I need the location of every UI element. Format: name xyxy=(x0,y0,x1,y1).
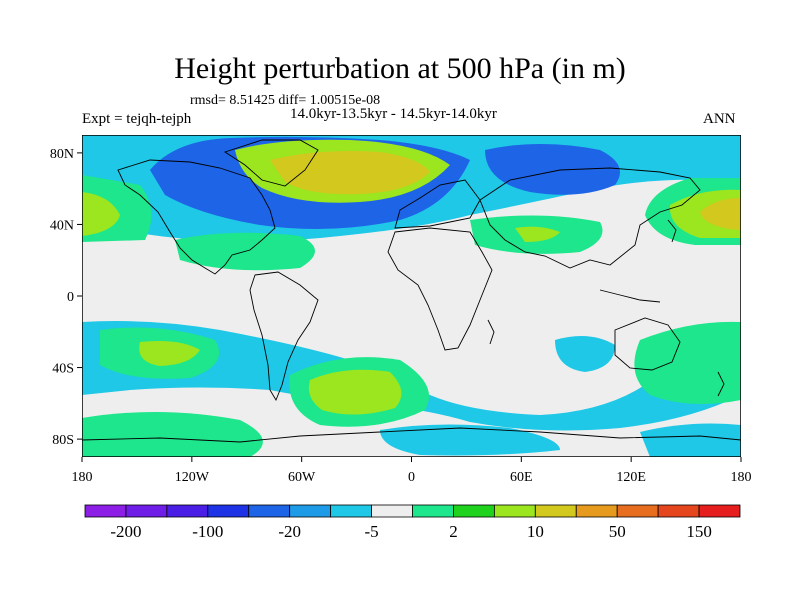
contour-south-indian-blue xyxy=(555,336,615,372)
colorbar-label: 50 xyxy=(609,522,626,541)
colorbar-label: -200 xyxy=(110,522,141,541)
contour-antarctic-blue xyxy=(380,424,560,456)
stats-label: rmsd= 8.51425 diff= 1.00515e-08 xyxy=(190,93,381,108)
coast-south-america xyxy=(249,271,319,402)
contour-midlat-eurasia-core xyxy=(515,226,560,242)
colorbar-box xyxy=(493,504,536,518)
colorbar-box xyxy=(698,504,741,518)
contour-south-pacific-core xyxy=(139,341,200,366)
lon-tick-label: 120W xyxy=(175,470,210,485)
colorbar-box xyxy=(125,504,168,518)
colorbar-label: -20 xyxy=(278,522,301,541)
lat-tick-label: 40N xyxy=(50,218,74,233)
chart-title: Height perturbation at 500 hPa (in m) xyxy=(174,52,626,85)
colorbar-box xyxy=(371,504,413,518)
lon-tick-label: 0 xyxy=(408,470,415,485)
lat-tick-label: 80N xyxy=(50,147,74,162)
lat-tick-label: 0 xyxy=(67,290,74,305)
contour-antarctic-positive xyxy=(82,411,263,457)
season-label: ANN xyxy=(703,111,736,127)
colorbar-box xyxy=(248,504,291,518)
lon-tick-label: 60W xyxy=(288,470,316,485)
coast-indonesia xyxy=(599,289,661,303)
coast-antarctica xyxy=(82,427,741,443)
colorbar-box xyxy=(207,504,250,518)
colorbar-label: 10 xyxy=(527,522,544,541)
colorbar-box xyxy=(453,504,495,518)
colorbar-box xyxy=(330,504,372,518)
map-panel xyxy=(82,135,741,457)
coast-japan xyxy=(667,219,677,243)
colorbar-box xyxy=(84,504,127,518)
lon-tick-label: 180 xyxy=(72,470,93,485)
longitude-axis: 180 120W 60W 0 60E 120E 180 xyxy=(72,457,752,485)
colorbar-label: -100 xyxy=(192,522,223,541)
colorbar-label: 2 xyxy=(449,522,458,541)
colorbar: -200 -100 -20 -5 2 10 50 150 xyxy=(84,504,741,541)
colorbar-box xyxy=(412,504,454,518)
lon-tick-label: 120E xyxy=(616,470,646,485)
coast-greenland xyxy=(223,139,319,187)
colorbar-box xyxy=(166,504,209,518)
colorbar-box xyxy=(534,504,577,518)
coast-africa xyxy=(387,227,493,351)
coast-asia xyxy=(479,167,701,269)
coast-australia xyxy=(614,317,681,371)
colorbar-label: -5 xyxy=(364,522,378,541)
coast-madagascar xyxy=(487,319,495,345)
colorbar-box xyxy=(657,504,700,518)
coast-north-america xyxy=(117,159,276,275)
experiment-label: Expt = tejqh-tejph xyxy=(82,111,192,127)
coast-new-zealand xyxy=(717,371,725,397)
period-label: 14.0kyr-13.5kyr - 14.5kyr-14.0kyr xyxy=(290,106,497,122)
contour-antarctic-east xyxy=(640,423,741,457)
contour-siberia-negative xyxy=(485,144,620,195)
colorbar-label: 150 xyxy=(686,522,712,541)
lon-tick-label: 60E xyxy=(510,470,533,485)
coast-europe xyxy=(394,179,481,229)
coastlines xyxy=(82,139,741,443)
contour-australia-positive xyxy=(634,321,741,404)
latitude-axis: 80N 40N 0 40S 80S xyxy=(50,147,82,448)
contour-west-pacific-core xyxy=(700,198,741,230)
colorbar-box xyxy=(575,504,618,518)
colorbar-box xyxy=(616,504,659,518)
lat-tick-label: 40S xyxy=(52,362,74,377)
contour-south-atlantic-core xyxy=(308,369,402,415)
lat-tick-label: 80S xyxy=(52,433,74,448)
contour-east-pacific-core xyxy=(82,192,120,236)
contour-south-blue-belt xyxy=(82,321,741,431)
lon-tick-label: 180 xyxy=(731,470,752,485)
colorbar-box xyxy=(289,504,332,518)
